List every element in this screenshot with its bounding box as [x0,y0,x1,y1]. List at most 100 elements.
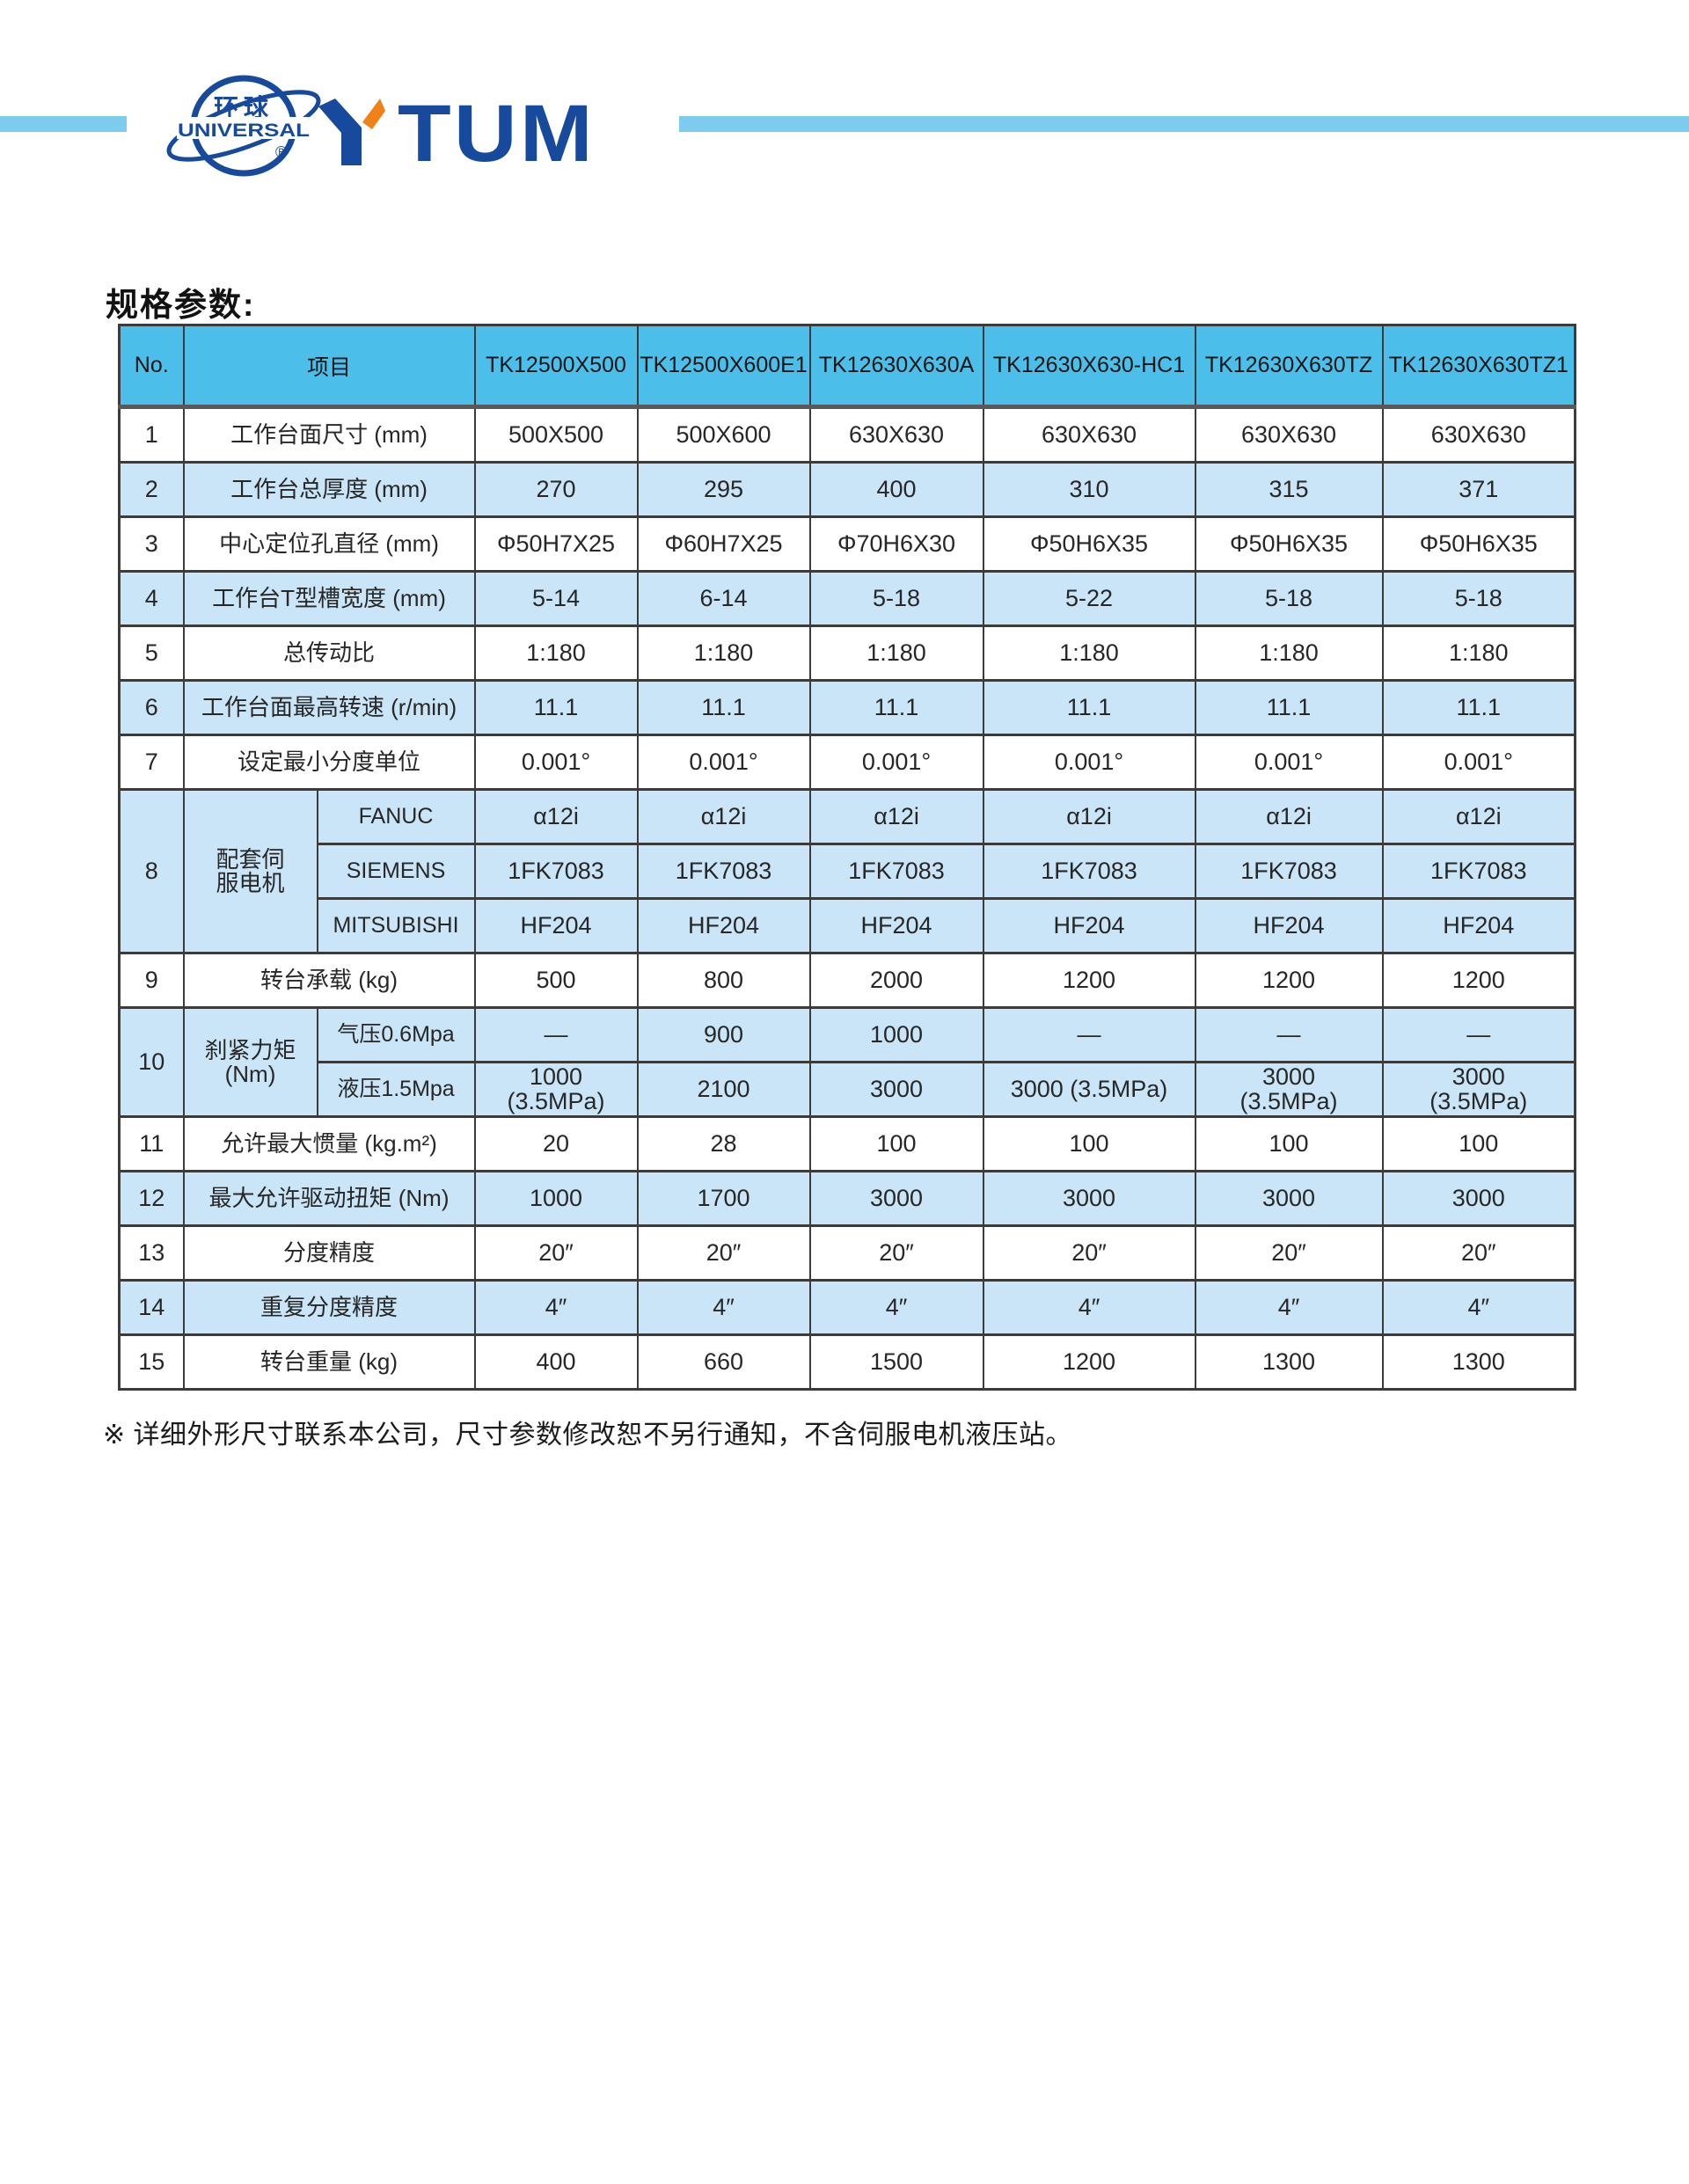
cell: 2100 [636,1061,811,1118]
cell: HF204 [636,897,811,954]
row-label: 配套伺 服电机 [182,788,318,954]
row-no: 10 [118,1006,185,1118]
cell: 0.001° [982,734,1196,791]
cell: 1FK7083 [982,843,1196,900]
table-row: 9 转台承载 (kg) 500 800 2000 1200 1200 1200 [118,952,1576,1009]
row-label: 设定最小分度单位 [182,734,476,791]
spec-table: No. 项目 TK12500X500 TK12500X600E1 TK12630… [118,324,1577,1391]
logo-en-text: UNIVERSAL [178,121,310,141]
cell: 11.1 [1194,679,1384,736]
table-row: 1 工作台面尺寸 (mm) 500X500 500X600 630X630 63… [118,405,1576,464]
row-no: 11 [118,1115,185,1172]
table-row: 4 工作台T型槽宽度 (mm) 5-14 6-14 5-18 5-22 5-18… [118,570,1576,627]
cell: Φ50H6X35 [1194,515,1384,573]
cell: 630X630 [808,405,984,464]
brand-wordmark: TUM [398,89,596,179]
col-header-model-2: TK12500X600E1 [636,324,811,409]
cell: 1:180 [808,625,984,682]
cell: 1:180 [982,625,1196,682]
cell: 5-18 [1194,570,1384,627]
table-row: 14 重复分度精度 4″ 4″ 4″ 4″ 4″ 4″ [118,1279,1576,1336]
cell: 4″ [1381,1279,1576,1336]
col-header-item: 项目 [182,324,476,409]
row-label: 重复分度精度 [182,1279,476,1336]
cell: 20″ [636,1224,811,1282]
cell: 3000 [982,1170,1196,1227]
col-header-model-5: TK12630X630TZ [1194,324,1384,409]
cell: 20″ [1381,1224,1576,1282]
table-row: 7 设定最小分度单位 0.001° 0.001° 0.001° 0.001° 0… [118,734,1576,791]
row-no: 13 [118,1224,185,1282]
decor-band-left [0,116,127,132]
cell: 3000 (3.5MPa) [982,1061,1196,1118]
cell: 400 [808,461,984,518]
cell: 1FK7083 [1381,843,1576,900]
cell: 400 [473,1333,639,1391]
cell: HF204 [808,897,984,954]
cell: HF204 [982,897,1196,954]
registered-mark: ® [275,143,287,161]
cell: 100 [1381,1115,1576,1172]
col-header-no: No. [118,324,185,409]
col-header-model-6: TK12630X630TZ1 [1381,324,1576,409]
table-row: 液压1.5Mpa 1000 (3.5MPa) 2100 3000 3000 (3… [120,1061,1576,1118]
cell: 4″ [982,1279,1196,1336]
row-label: 工作台总厚度 (mm) [182,461,476,518]
row-no: 4 [118,570,185,627]
table-row: MITSUBISHI HF204 HF204 HF204 HF204 HF204… [120,897,1576,954]
cell: 11.1 [473,679,639,736]
row-no: 9 [118,952,185,1009]
cell: 295 [636,461,811,518]
cell: 1200 [1194,952,1384,1009]
cell: 1300 [1194,1333,1384,1391]
cell: 100 [808,1115,984,1172]
cell: 1000 (3.5MPa) [473,1061,639,1118]
table-row: 12 最大允许驱动扭矩 (Nm) 1000 1700 3000 3000 300… [118,1170,1576,1227]
col-header-model-4: TK12630X630-HC1 [982,324,1196,409]
cell: 3000 [1194,1170,1384,1227]
cell: 660 [636,1333,811,1391]
cell: 1FK7083 [808,843,984,900]
table-row: 10 刹紧力矩 (Nm) 气压0.6Mpa — 900 1000 — — — [118,1006,1576,1118]
cell: 5-18 [808,570,984,627]
cell: 3000 [808,1170,984,1227]
cell: α12i [1194,788,1384,845]
decor-band-right [679,116,1689,132]
cell: HF204 [1381,897,1576,954]
page-title: 规格参数: [106,287,256,323]
cell: 1200 [1381,952,1576,1009]
subrow-label: 气压0.6Mpa [316,1006,476,1063]
cell: 310 [982,461,1196,518]
cell: 3000 [1381,1170,1576,1227]
cell: Φ50H6X35 [1381,515,1576,573]
cell: 1:180 [1381,625,1576,682]
universal-globe-logo: 环球 UNIVERSAL ® [166,75,321,177]
cell: 3000 [808,1061,984,1118]
cell: α12i [473,788,639,845]
cell: 630X630 [1381,405,1576,464]
cell: 20″ [473,1224,639,1282]
table-row: 3 中心定位孔直径 (mm) Φ50H7X25 Φ60H7X25 Φ70H6X3… [118,515,1576,573]
cell: 1:180 [636,625,811,682]
row-label: 工作台面尺寸 (mm) [182,405,476,464]
table-row: 15 转台重量 (kg) 400 660 1500 1200 1300 1300 [118,1333,1576,1391]
table-row: 6 工作台面最高转速 (r/min) 11.1 11.1 11.1 11.1 1… [118,679,1576,736]
cell: α12i [1381,788,1576,845]
subrow-label: MITSUBISHI [316,897,476,954]
row-label: 工作台T型槽宽度 (mm) [182,570,476,627]
cell: 28 [636,1115,811,1172]
cell: 11.1 [808,679,984,736]
cell: 3000 (3.5MPa) [1194,1061,1384,1118]
row-label: 刹紧力矩 (Nm) [182,1006,318,1118]
cell: 20″ [982,1224,1196,1282]
table-row: SIEMENS 1FK7083 1FK7083 1FK7083 1FK7083 … [120,843,1576,900]
cell: Φ50H7X25 [473,515,639,573]
cell: 5-14 [473,570,639,627]
cell: 1FK7083 [636,843,811,900]
cell: 800 [636,952,811,1009]
cell: 900 [636,1006,811,1063]
brand-y-icon [318,99,385,165]
cell: Φ70H6X30 [808,515,984,573]
cell: 4″ [473,1279,639,1336]
